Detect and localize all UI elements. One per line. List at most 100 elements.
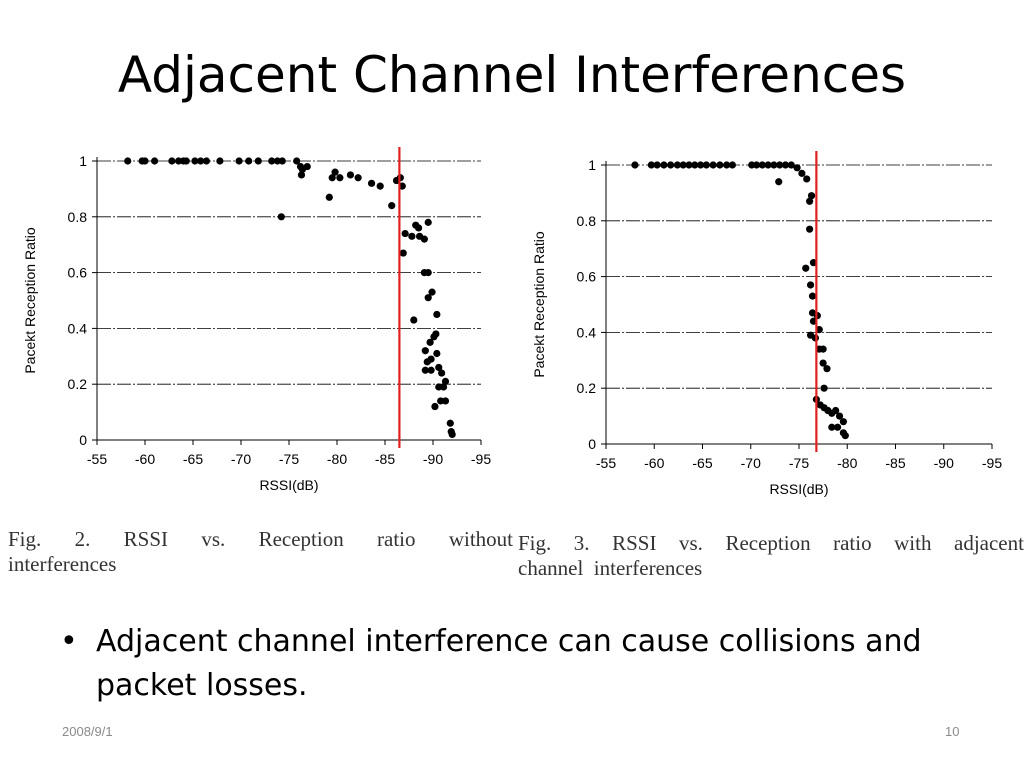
data-point <box>426 338 434 346</box>
data-point <box>441 377 450 386</box>
caption-word: without <box>448 527 513 551</box>
data-point <box>803 175 811 183</box>
bullet-marker: • <box>60 624 78 659</box>
data-point <box>354 174 362 182</box>
data-point <box>667 161 675 169</box>
caption-word: Fig. <box>8 527 42 551</box>
data-point <box>781 161 790 169</box>
data-point <box>331 168 339 176</box>
data-point <box>277 213 285 221</box>
data-point <box>293 157 301 165</box>
y-tick-label: 0.2 <box>68 376 88 392</box>
data-point <box>439 383 448 391</box>
x-tick-label: -55 <box>596 455 616 471</box>
caption-word: RSSI <box>123 527 168 551</box>
x-tick-label: -70 <box>231 451 251 467</box>
data-point <box>709 161 717 169</box>
data-point <box>124 157 132 165</box>
caption-word: ratio <box>377 527 416 551</box>
data-point <box>424 218 432 226</box>
y-axis-label: Pacekt Reception Ratio <box>22 227 38 374</box>
data-point <box>448 430 456 439</box>
caption-word: Reception <box>725 531 811 555</box>
caption-word: adjacent <box>954 531 1024 555</box>
y-tick-label: 0.4 <box>577 324 597 340</box>
data-point <box>401 229 409 238</box>
caption-line-2: interferences <box>8 552 117 577</box>
y-tick-label: 0.4 <box>68 320 88 336</box>
x-axis-label: RSSI(dB) <box>769 481 828 497</box>
figure-caption-3: Fig. 3. RSSI vs. Reception ratio with ad… <box>518 531 1024 581</box>
x-tick-label: -60 <box>644 455 664 471</box>
data-point <box>808 292 817 300</box>
y-tick-label: 1 <box>79 153 87 169</box>
data-point <box>758 161 766 169</box>
data-point <box>775 178 783 186</box>
data-point <box>423 358 431 366</box>
x-tick-label: -90 <box>423 451 443 467</box>
data-point <box>424 294 432 302</box>
data-point <box>424 269 432 277</box>
data-point <box>691 161 699 169</box>
caption-word: with <box>894 531 932 555</box>
data-point <box>832 406 840 415</box>
bullet-item: • Adjacent channel interference can caus… <box>60 620 940 707</box>
x-axis-label: RSSI(dB) <box>259 477 318 493</box>
caption-line-1: Fig. 2. RSSI vs. Reception ratio without <box>8 527 513 552</box>
data-point <box>802 264 810 272</box>
data-point <box>828 423 836 431</box>
data-point <box>696 161 705 169</box>
bullet-text: Adjacent channel interference can cause … <box>96 624 922 703</box>
data-point <box>235 157 243 165</box>
data-point <box>716 161 724 169</box>
data-point <box>653 161 661 169</box>
data-point <box>202 157 211 165</box>
data-point <box>303 162 311 171</box>
data-point <box>346 171 355 179</box>
data-point <box>807 192 816 200</box>
caption-word: 3. <box>573 531 590 555</box>
data-point <box>433 349 441 358</box>
data-point <box>819 345 827 353</box>
x-tick-label: -85 <box>375 451 395 467</box>
data-point <box>168 157 176 165</box>
data-point <box>420 235 428 243</box>
data-point <box>399 249 407 257</box>
x-tick-label: -70 <box>741 455 761 471</box>
data-point <box>806 197 814 205</box>
data-point <box>376 182 384 190</box>
y-tick-label: 0.6 <box>577 269 597 285</box>
caption-word: vs. <box>678 531 703 555</box>
y-tick-label: 0.6 <box>68 265 88 281</box>
scatter-plot-left: 0 0.2 0.4 0.6 0.8 1 -55 -60 -65 -70 -75 -80 -85 -90 -9… <box>22 147 491 493</box>
y-tick-label: 0 <box>79 432 87 448</box>
data-point <box>823 365 831 373</box>
data-point <box>798 169 806 177</box>
data-point <box>679 161 687 169</box>
data-point <box>441 397 450 405</box>
x-tick-label: -85 <box>885 455 905 471</box>
data-point <box>433 310 441 319</box>
caption-word: ratio <box>833 531 872 555</box>
x-tick-label: -75 <box>789 455 809 471</box>
caption-line-1: Fig. 3. RSSI vs. Reception ratio with ad… <box>518 531 1024 556</box>
data-point <box>427 366 435 374</box>
data-point <box>764 161 772 169</box>
data-point <box>268 157 276 165</box>
page-number: 10 <box>945 724 960 739</box>
data-point <box>446 419 454 427</box>
data-point <box>787 161 795 169</box>
data-point <box>328 174 336 182</box>
y-axis-label: Pacekt Reception Ratio <box>531 231 547 378</box>
data-point <box>776 161 784 169</box>
data-point <box>839 418 847 426</box>
data-point <box>660 161 668 169</box>
chart-with-adjacent-interference: 0 0.2 0.4 0.6 0.8 1 -55 -60 -65 -70 -75 -80 -85 -90 -9… <box>520 140 1020 510</box>
data-point <box>415 224 423 232</box>
data-point <box>197 157 205 165</box>
data-point <box>216 157 224 165</box>
data-point <box>431 402 439 411</box>
y-tick-label: 0.2 <box>577 380 597 396</box>
x-tick-label: -60 <box>135 451 155 467</box>
chart-without-interference: 0 0.2 0.4 0.6 0.8 1 -55 -60 -65 -70 -75 -80 -85 -90 -9… <box>10 140 510 510</box>
